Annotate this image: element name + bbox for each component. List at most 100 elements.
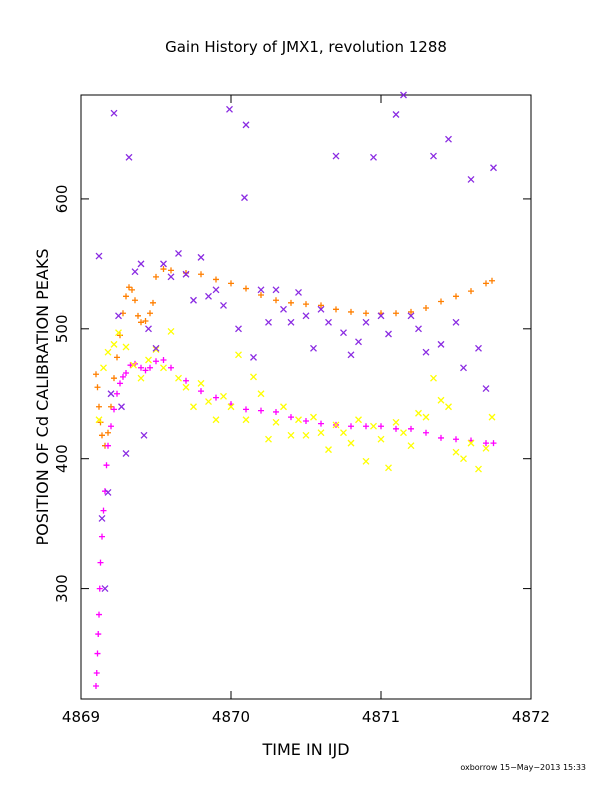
data-point (490, 164, 497, 172)
data-point (220, 392, 227, 400)
data-point (273, 408, 279, 415)
data-point (490, 440, 497, 447)
data-point (257, 390, 265, 398)
data-point (101, 585, 109, 593)
data-point (123, 369, 129, 376)
data-point (272, 286, 280, 294)
data-point (132, 297, 138, 304)
data-point (393, 425, 399, 432)
data-point (302, 312, 310, 320)
y-tick-label: 300 (53, 574, 71, 603)
data-point (310, 413, 317, 421)
data-point (135, 312, 141, 319)
data-point (318, 302, 324, 309)
data-point (104, 489, 112, 496)
data-point (302, 431, 310, 439)
data-point (482, 444, 490, 452)
data-point (235, 325, 242, 333)
x-tick-label: 4871 (362, 708, 400, 726)
data-point (140, 431, 148, 439)
data-point (243, 406, 249, 413)
data-point (242, 121, 250, 129)
series-3 (95, 327, 496, 473)
data-point (475, 344, 482, 352)
data-point (100, 364, 107, 372)
data-point (423, 429, 429, 436)
series-1 (93, 266, 495, 449)
data-point (445, 403, 452, 411)
data-point (452, 448, 460, 456)
data-point (150, 299, 156, 306)
data-point (138, 319, 144, 326)
plot-area (80, 94, 532, 700)
data-point (131, 268, 139, 276)
data-point (118, 403, 125, 411)
data-point (453, 436, 459, 443)
footer-credit: oxborrow 15−May−2013 15:33 (460, 763, 586, 772)
data-point (103, 462, 110, 469)
data-point (93, 683, 99, 690)
data-point (198, 388, 204, 395)
data-point (130, 361, 137, 369)
data-point (147, 364, 153, 371)
data-point (437, 340, 445, 348)
x-tick-label: 4869 (62, 708, 100, 726)
data-point (348, 308, 354, 315)
data-point (378, 423, 384, 430)
data-point (167, 273, 175, 281)
data-point (385, 330, 392, 338)
data-point (400, 429, 407, 437)
data-point (430, 152, 437, 160)
y-tick-label: 500 (53, 314, 71, 343)
data-point (182, 383, 190, 391)
data-point (250, 353, 257, 361)
data-point (295, 416, 302, 424)
data-point (190, 296, 197, 304)
data-point (408, 425, 414, 432)
data-point (347, 351, 355, 359)
data-point (152, 346, 160, 354)
data-point (257, 286, 265, 294)
data-point (445, 135, 452, 143)
y-axis-label: POSITION OF Cd CALIBRATION PEAKS (33, 249, 52, 546)
y-tick-label: 400 (53, 444, 71, 473)
data-point (318, 420, 324, 427)
data-point (303, 301, 309, 308)
data-point (110, 340, 118, 348)
data-point (362, 318, 370, 326)
data-point (303, 418, 309, 425)
data-point (197, 379, 205, 387)
data-point (212, 416, 220, 424)
data-point (325, 318, 332, 326)
data-point (452, 318, 460, 326)
data-point (95, 416, 103, 424)
data-point (363, 423, 369, 430)
data-point (175, 374, 182, 382)
data-point (105, 429, 111, 436)
data-point (122, 450, 130, 457)
data-point (325, 446, 332, 454)
data-point (94, 650, 101, 657)
data-point (438, 434, 444, 441)
data-point (467, 175, 475, 183)
x-axis-label: TIME IN IJD (261, 740, 349, 759)
data-point (111, 406, 117, 413)
data-point (288, 299, 294, 306)
data-point (160, 260, 167, 268)
data-point (370, 153, 377, 161)
data-point (175, 250, 182, 257)
data-point (362, 457, 370, 465)
data-point (422, 348, 430, 356)
data-point (333, 306, 339, 313)
data-point (340, 429, 347, 437)
data-point (145, 356, 152, 364)
data-point (190, 403, 197, 411)
data-point (363, 310, 369, 317)
data-point (468, 288, 474, 295)
data-point (122, 343, 130, 351)
data-point (332, 421, 340, 429)
data-points (93, 91, 497, 690)
data-point (483, 440, 489, 447)
data-point (287, 318, 295, 326)
data-point (105, 442, 111, 449)
